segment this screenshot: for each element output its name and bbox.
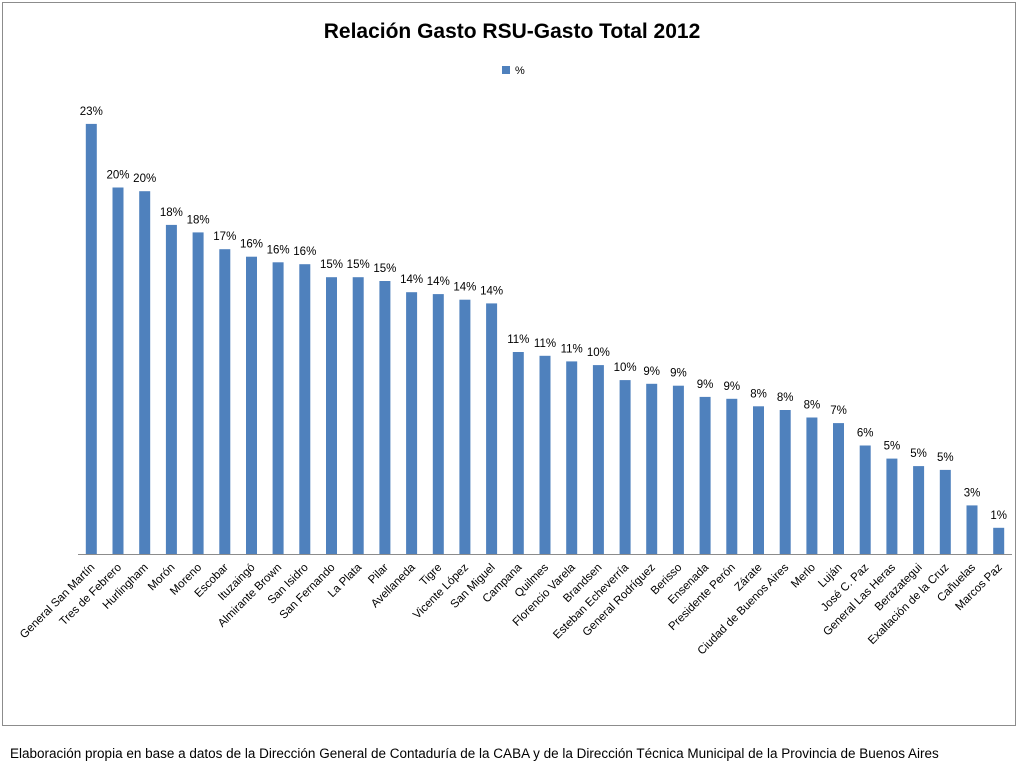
data-label-12: 14%: [400, 274, 423, 286]
footer-note: Elaboración propia en base a datos de la…: [10, 746, 939, 761]
data-label-26: 8%: [777, 392, 794, 404]
bar-30: [886, 458, 898, 554]
bar-10: [352, 277, 364, 554]
bar-9: [326, 277, 337, 554]
bar-7: [272, 262, 284, 554]
data-label-0: 23%: [80, 106, 103, 118]
bar-28: [833, 423, 844, 554]
data-label-22: 9%: [670, 368, 687, 380]
legend: %: [502, 65, 525, 77]
legend-label: %: [515, 65, 525, 77]
bar-29: [859, 445, 871, 554]
legend-swatch: [502, 66, 510, 74]
data-label-5: 17%: [213, 231, 236, 243]
data-label-27: 8%: [804, 400, 821, 412]
bar-23: [699, 396, 711, 554]
bar-3: [165, 224, 177, 554]
bar-20: [619, 380, 631, 554]
data-label-8: 16%: [293, 246, 316, 258]
data-label-1: 20%: [106, 170, 129, 182]
data-label-23: 9%: [697, 379, 714, 391]
bar-8: [299, 264, 311, 554]
data-label-4: 18%: [187, 214, 210, 226]
bar-2: [139, 191, 151, 554]
data-label-7: 16%: [267, 244, 290, 256]
bar-31: [913, 466, 925, 554]
bar-6: [246, 256, 257, 554]
data-label-20: 10%: [614, 362, 637, 374]
data-label-14: 14%: [453, 282, 476, 294]
bar-4: [192, 232, 204, 554]
bar-33: [966, 505, 978, 554]
data-label-28: 7%: [830, 405, 847, 417]
data-label-29: 6%: [857, 428, 874, 440]
bar-25: [753, 406, 764, 554]
data-label-6: 16%: [240, 239, 263, 251]
bar-34: [993, 527, 1005, 554]
data-label-30: 5%: [884, 441, 901, 453]
bar-26: [779, 410, 791, 554]
bar-11: [379, 281, 391, 554]
chart-title: Relación Gasto RSU-Gasto Total 2012: [324, 20, 701, 43]
bar-27: [806, 417, 818, 554]
data-label-17: 11%: [534, 338, 556, 350]
bar-16: [512, 352, 524, 554]
data-label-3: 18%: [160, 207, 183, 219]
bar-22: [672, 385, 684, 554]
data-label-2: 20%: [133, 173, 156, 185]
data-label-31: 5%: [910, 448, 927, 460]
data-label-32: 5%: [937, 452, 954, 464]
data-label-13: 14%: [427, 276, 450, 288]
data-label-16: 11%: [507, 334, 529, 346]
bar-21: [646, 383, 658, 554]
bar-1: [112, 187, 124, 554]
data-label-15: 14%: [480, 285, 503, 297]
data-label-34: 1%: [990, 510, 1007, 522]
bar-24: [726, 398, 738, 554]
data-label-11: 15%: [373, 263, 396, 275]
data-label-9: 15%: [320, 259, 343, 271]
data-label-19: 10%: [587, 347, 610, 359]
bar-14: [459, 299, 471, 554]
bar-32: [939, 469, 951, 554]
data-label-24: 9%: [723, 381, 740, 393]
data-label-10: 15%: [347, 259, 370, 271]
bar-12: [406, 292, 418, 554]
data-label-18: 11%: [561, 343, 583, 355]
bars: [85, 123, 1005, 555]
bar-18: [566, 361, 578, 554]
data-label-21: 9%: [643, 366, 660, 378]
bar-5: [219, 249, 231, 554]
bar-17: [539, 355, 551, 554]
bar-15: [486, 303, 498, 554]
data-label-25: 8%: [750, 388, 767, 400]
data-label-33: 3%: [964, 487, 981, 499]
bar-0: [85, 123, 97, 555]
category-label-27: Merlo: [789, 562, 818, 591]
bar-13: [432, 294, 444, 554]
bar-19: [592, 365, 604, 554]
data-labels: 23%20% 20%18%18%17%16% 16% 16%15% 15% 15%14% 1…: [80, 106, 1007, 522]
